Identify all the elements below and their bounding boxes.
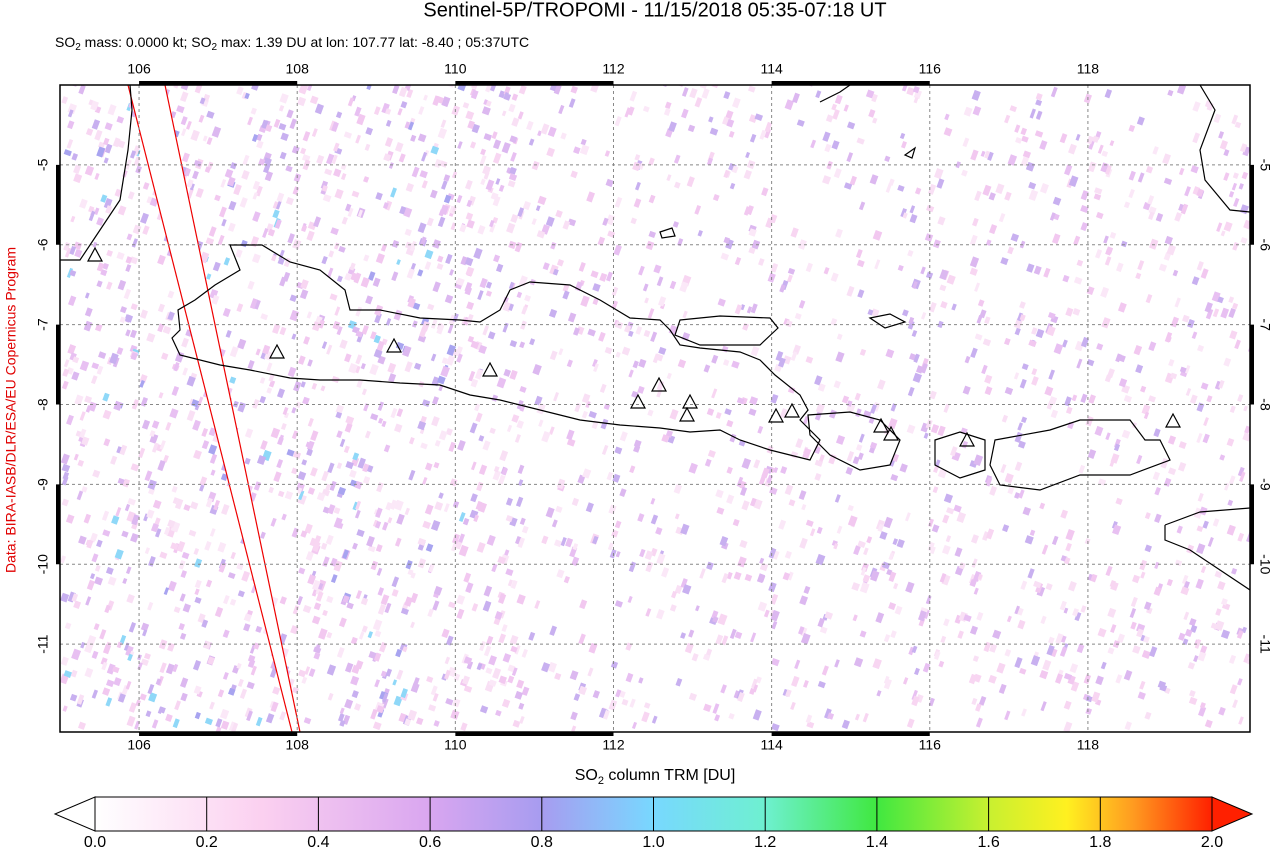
x-tick-label: 106 — [127, 737, 151, 753]
colorbar-tick-label: 0.8 — [531, 834, 553, 851]
y-tick-label: -9 — [1257, 478, 1272, 491]
title: Sentinel-5P/TROPOMI - 11/15/2018 05:35-0… — [423, 0, 886, 21]
y-tick-label: -9 — [35, 478, 51, 491]
y-tick-label: -7 — [1257, 318, 1272, 331]
x-tick-label: 110 — [444, 737, 467, 753]
y-tick-label: -5 — [1257, 159, 1272, 172]
colorbar-tick-label: 0.4 — [307, 834, 329, 851]
x-tick-label: 112 — [602, 737, 625, 753]
subtitle: SO2 mass: 0.0000 kt; SO2 max: 1.39 DU at… — [55, 34, 529, 53]
y-tick-label: -7 — [35, 318, 51, 331]
graticule — [60, 85, 1250, 732]
colorbar-tick-label: 2.0 — [1201, 834, 1223, 851]
coastlines — [60, 85, 1250, 591]
x-tick-label: 108 — [286, 61, 310, 77]
y-tick-label: -11 — [1257, 635, 1272, 654]
axes: 106 106 108 108 110 110 112 112 114 114 116 116 118 1… — [35, 61, 1272, 753]
frame-band — [455, 732, 614, 736]
frame-band — [139, 81, 298, 85]
frame-band — [771, 732, 930, 736]
x-tick-label: 118 — [1077, 61, 1100, 77]
credit: Data: BIRA-IASB/DLR/ESA/EU Copernicus Pr… — [3, 247, 19, 573]
x-tick-label: 108 — [286, 737, 310, 753]
frame-band — [1250, 484, 1254, 565]
volcanoes — [86, 246, 1182, 447]
colorbar-tick-label: 1.2 — [754, 834, 776, 851]
y-tick-label: -11 — [35, 634, 51, 653]
y-tick-label: -8 — [1257, 398, 1272, 411]
frame-band — [56, 484, 60, 565]
y-tick-label: -6 — [35, 238, 51, 251]
colorbar-tick-label: 1.6 — [977, 834, 999, 851]
map-frame — [59, 84, 1251, 733]
colorbar-under — [53, 796, 96, 832]
frame-band — [771, 81, 930, 85]
x-tick-label: 118 — [1077, 737, 1100, 753]
x-tick-label: 116 — [919, 737, 942, 753]
x-tick-label: 110 — [444, 61, 467, 77]
y-tick-label: -5 — [35, 158, 51, 171]
colorbar-tick-label: 1.0 — [642, 834, 664, 851]
frame-band — [1250, 164, 1254, 245]
frame-band — [1250, 324, 1254, 405]
x-tick-label: 116 — [919, 61, 942, 77]
colorbar-tick-label: 1.8 — [1089, 834, 1111, 851]
colorbar-tick-label: 1.4 — [866, 834, 888, 851]
x-tick-label: 106 — [127, 61, 151, 77]
y-tick-label: -6 — [1257, 239, 1272, 252]
frame-band — [139, 732, 298, 736]
colorbar-ticks: 0.0 0.2 0.4 0.6 0.8 1.0 1.2 1.4 1.6 1.8 2.0 — [84, 797, 1223, 851]
frame-band — [455, 81, 614, 85]
x-tick-label: 112 — [602, 61, 625, 77]
colorbar-over — [1211, 796, 1254, 832]
frame-band — [56, 164, 60, 245]
y-tick-label: -10 — [1257, 554, 1272, 574]
y-tick-label: -8 — [35, 398, 51, 411]
colorbar-tick-label: 0.6 — [419, 834, 441, 851]
x-tick-label: 114 — [760, 737, 783, 753]
x-tick-label: 114 — [760, 61, 783, 77]
y-tick-label: -10 — [35, 554, 51, 574]
colorbar-tick-label: 0.2 — [196, 834, 218, 851]
swath-edge — [127, 85, 301, 732]
frame-band — [56, 324, 60, 405]
colorbar-tick-label: 0.0 — [84, 834, 106, 851]
colorbar-label: SO2 column TRM [DU] — [575, 767, 736, 787]
